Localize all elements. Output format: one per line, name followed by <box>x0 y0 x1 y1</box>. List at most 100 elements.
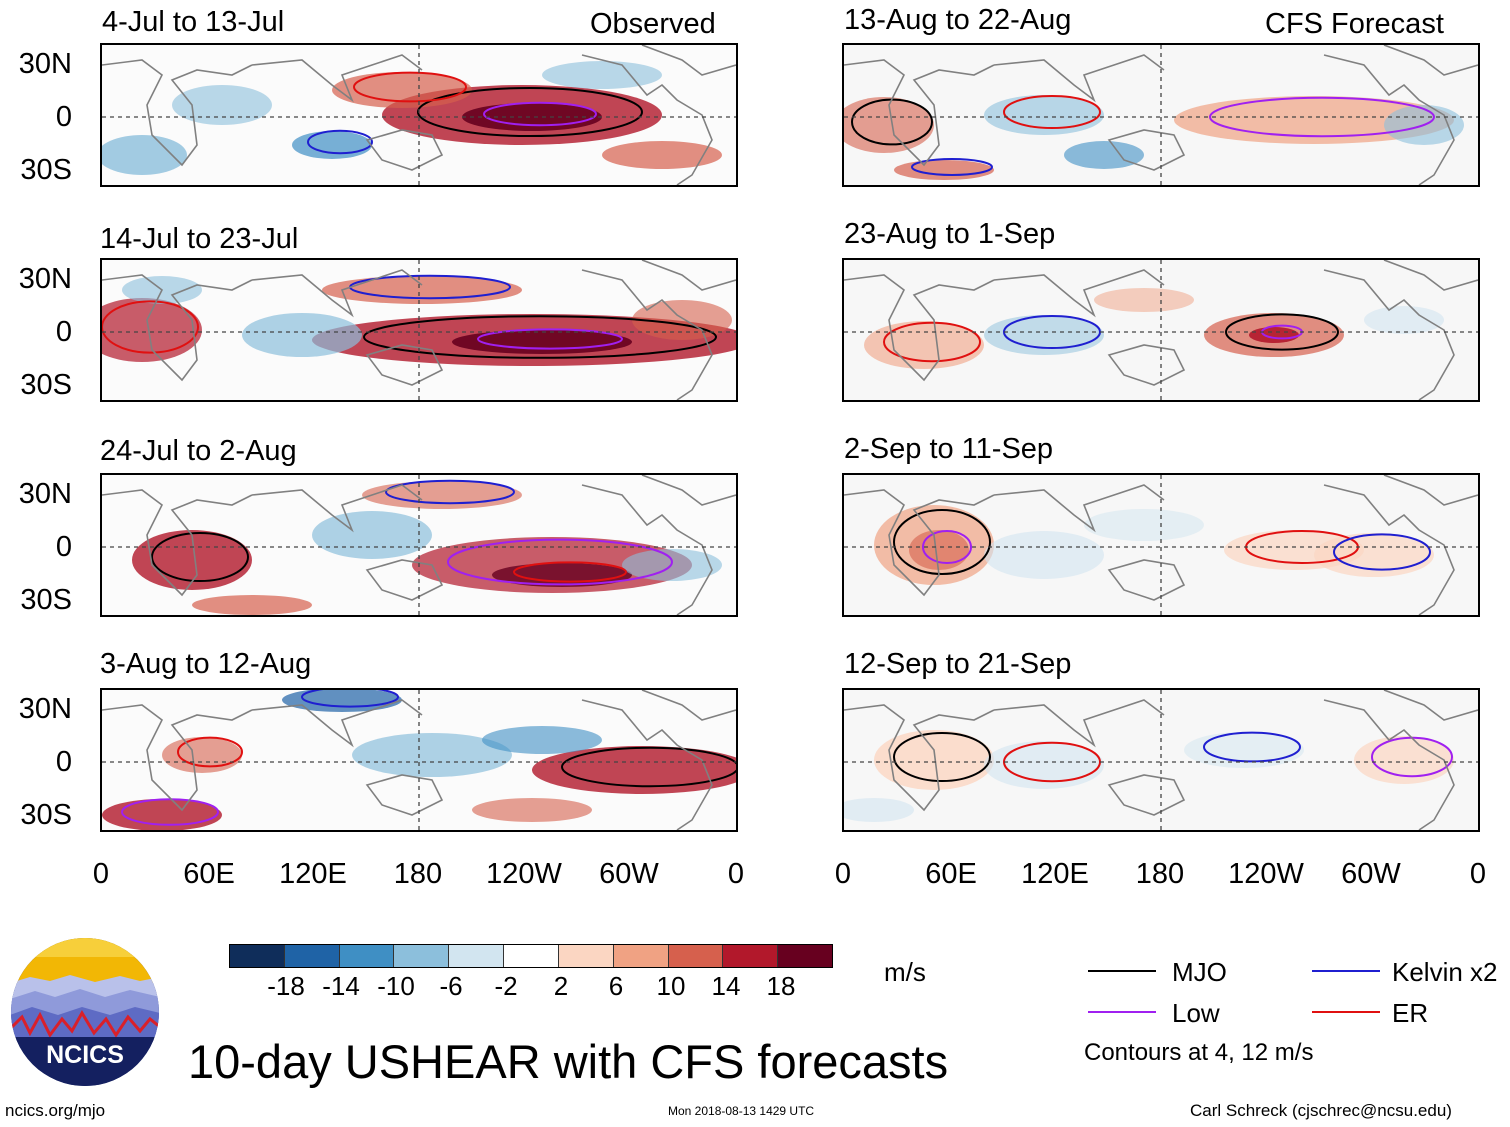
legend-label-mjo: MJO <box>1172 957 1227 987</box>
coastline <box>844 489 995 597</box>
coastline <box>993 484 1165 533</box>
legend-line-low <box>1088 1011 1156 1013</box>
coastline <box>102 489 253 597</box>
lon-label: 60W <box>599 858 659 890</box>
shear-anomaly-patch <box>1314 533 1434 577</box>
legend-line-er <box>1312 1011 1380 1013</box>
colorbar-swatch <box>449 945 505 967</box>
shear-anomaly-patch <box>1174 96 1454 144</box>
lat-label: 30S <box>20 799 72 831</box>
coastline <box>581 269 713 400</box>
map-panel-forecast-4 <box>842 688 1480 832</box>
panel-title: 13-Aug to 22-Aug <box>844 4 1072 36</box>
coastline <box>641 45 736 76</box>
lon-label: 60E <box>925 858 977 890</box>
lon-label: 0 <box>92 858 110 890</box>
shear-anomaly-patch <box>844 798 914 822</box>
shear-anomaly-patch <box>242 313 362 357</box>
shear-anomaly-patch <box>1364 306 1444 334</box>
wave-contour <box>1003 95 1101 129</box>
coastline <box>365 129 444 171</box>
main-title: 10-day USHEAR with CFS forecasts <box>188 1035 949 1088</box>
legend-line-kelvin <box>1312 970 1380 972</box>
shear-field-map <box>844 690 1478 830</box>
coastline <box>251 484 423 533</box>
shear-field-map <box>844 475 1478 615</box>
coastline <box>1107 344 1186 386</box>
shear-anomaly-patch <box>984 95 1104 135</box>
wave-contour <box>363 315 717 359</box>
observed-label: Observed <box>590 8 716 40</box>
colorbar-swatch <box>558 945 614 967</box>
wave-contour <box>1333 533 1431 571</box>
panel-title: 12-Sep to 21-Sep <box>844 648 1072 680</box>
colorbar-tick-label: 18 <box>766 971 796 1001</box>
colorbar-tick-label: 10 <box>656 971 686 1001</box>
coastline <box>1383 690 1478 721</box>
lat-label: 30S <box>20 369 72 401</box>
coastline <box>1107 559 1186 601</box>
map-panel-forecast-2 <box>842 258 1480 402</box>
footer-url[interactable]: ncics.org/mjo <box>5 1101 106 1120</box>
colorbar-tick-label: -18 <box>267 971 305 1001</box>
shear-field-map <box>844 260 1478 400</box>
coastline <box>1323 269 1455 400</box>
wave-contour <box>883 321 981 363</box>
wave-contour <box>385 479 515 505</box>
legend-label-low: Low <box>1172 998 1220 1028</box>
shear-anomaly-patch <box>312 511 432 559</box>
coastline <box>1383 260 1478 291</box>
wave-contour <box>353 71 467 103</box>
wave-contour <box>447 538 673 586</box>
coastline <box>581 54 713 185</box>
shear-anomaly-patch <box>1064 141 1144 169</box>
shear-anomaly-patch <box>532 746 736 794</box>
lon-label: 180 <box>393 858 443 890</box>
coastline <box>1383 45 1478 76</box>
ncics-logo: NCICS <box>10 937 160 1087</box>
map-panel-observed-3 <box>100 473 738 617</box>
map-panel-forecast-3 <box>842 473 1480 617</box>
lat-label: 30S <box>20 584 72 616</box>
coastline <box>102 704 253 812</box>
wave-contour <box>911 158 993 176</box>
wave-contour <box>151 532 249 582</box>
lon-label: 0 <box>727 858 745 890</box>
wave-contour <box>307 129 373 155</box>
shear-anomaly-patch <box>192 595 312 615</box>
coastline <box>251 54 423 103</box>
colorbar-unit: m/s <box>884 957 926 987</box>
panel-title: 24-Jul to 2-Aug <box>100 435 297 467</box>
lon-label: 0 <box>1469 858 1487 890</box>
shear-anomaly-patch <box>1084 509 1204 541</box>
coastline <box>251 269 423 318</box>
map-panel-forecast-1 <box>842 43 1480 187</box>
lat-label: 0 <box>55 746 72 778</box>
panel-title: 14-Jul to 23-Jul <box>100 223 299 255</box>
wave-contour <box>513 561 627 583</box>
colorbar-swatch <box>504 945 559 967</box>
coastline <box>641 690 736 721</box>
shear-field-map <box>102 475 736 615</box>
logo-text: NCICS <box>46 1041 124 1069</box>
wave-contour <box>477 328 623 350</box>
wave-contour <box>893 509 991 575</box>
colorbar <box>229 944 833 968</box>
shear-anomaly-patch <box>1094 288 1194 312</box>
coastline <box>102 59 253 167</box>
shear-field-map <box>102 260 736 400</box>
coastline <box>581 484 713 615</box>
lat-label: 0 <box>55 316 72 348</box>
coastline <box>1107 129 1186 171</box>
colorbar-swatch <box>778 945 832 967</box>
colorbar-swatch <box>723 945 779 967</box>
panel-title: 2-Sep to 11-Sep <box>844 433 1054 465</box>
shear-anomaly-patch <box>172 85 272 125</box>
panel-title: 4-Jul to 13-Jul <box>102 6 285 38</box>
coastline <box>1323 484 1455 615</box>
shear-anomaly-patch <box>472 798 592 822</box>
wave-contour <box>1209 96 1435 138</box>
shear-anomaly-patch <box>102 799 222 830</box>
wave-contour <box>121 798 219 826</box>
colorbar-tick-label: -2 <box>494 971 518 1001</box>
